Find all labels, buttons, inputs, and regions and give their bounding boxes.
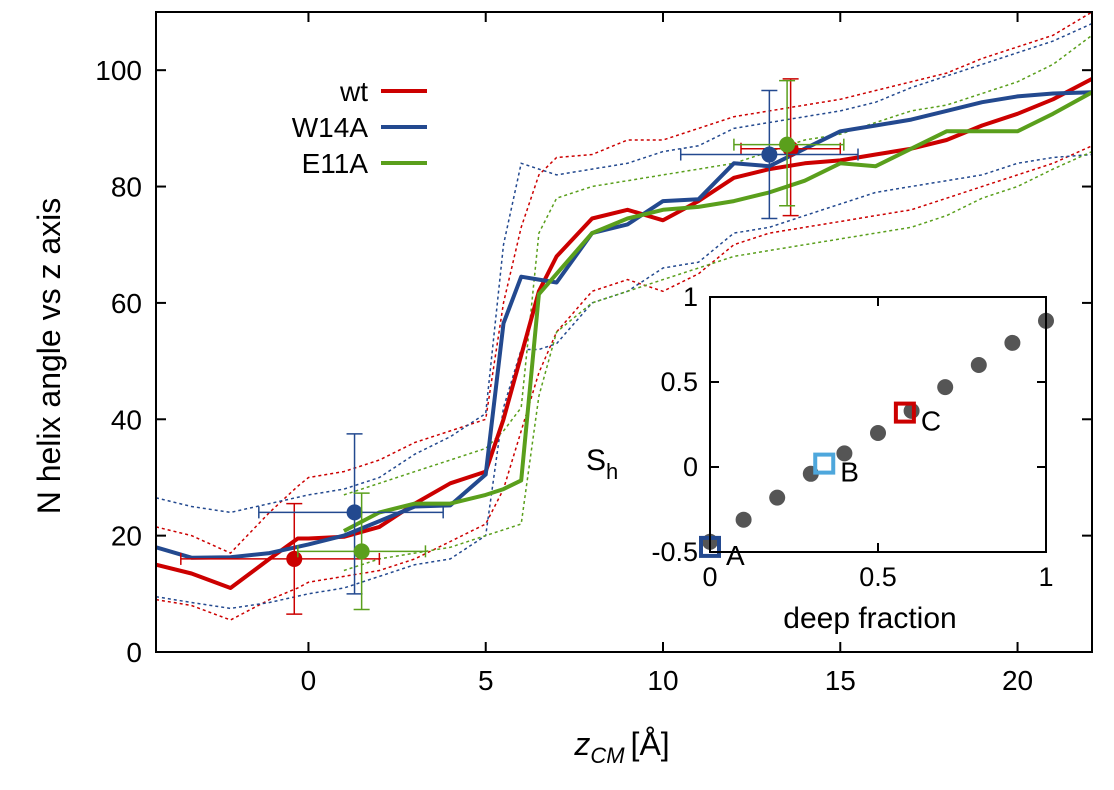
legend-label-wt: wt (339, 76, 368, 107)
ci-lower-wt (156, 145, 1092, 621)
inset-y-axis-title: Sh (586, 444, 618, 484)
y-tick-label: 0 (126, 637, 142, 668)
error-point-w14a (346, 504, 363, 521)
inset-y-tick-label: 1 (683, 282, 698, 312)
inset-point (970, 357, 987, 373)
y-tick-label: 20 (111, 521, 142, 552)
x-tick-label: 10 (647, 665, 678, 696)
y-tick-label: 80 (111, 172, 142, 203)
inset-x-tick-label: 1 (1038, 562, 1053, 592)
inset-x-tick-label: 0.5 (859, 562, 897, 592)
ci-upper-wt (156, 12, 1092, 555)
inset-points: A B C (699, 312, 1054, 571)
inset-x-tick-label: 0 (702, 562, 717, 592)
inset-marker-b (813, 452, 836, 475)
y-tick-label: 60 (111, 288, 142, 319)
inset-label-b: B (840, 457, 859, 488)
x-axis-title-sub: CM (590, 743, 625, 768)
x-axis-title-unit: [Å] (631, 726, 670, 762)
inset-axes: -0.500.510 0.5 1 (651, 282, 1053, 592)
inset-marker-c (893, 401, 916, 424)
x-axis-title: zCM [Å] (573, 726, 669, 768)
inset-y-tick-label: -0.5 (651, 537, 698, 567)
y-tick-label: 40 (111, 404, 142, 435)
legend-label-e11a: E11A (302, 148, 369, 179)
inset-point (1004, 334, 1021, 351)
legend: wt W14A E11A (292, 76, 427, 179)
ci-upper-w14a (156, 22, 1092, 514)
inset-point (769, 489, 786, 506)
x-tick-label: 5 (478, 665, 494, 696)
inset-x-axis-title: deep fraction (783, 602, 956, 635)
confidence-bands (156, 12, 1092, 621)
inset-y-axis-title-main: S (586, 444, 606, 477)
y-axis-title: N helix angle vs z axis (31, 198, 67, 515)
error-point-e11a (779, 136, 796, 153)
inset-y-tick-label: 0.5 (660, 367, 698, 397)
ci-lower-e11a (343, 150, 1092, 572)
inset-label-c: C (921, 406, 941, 437)
x-axis-title-var: z (573, 726, 590, 762)
legend-label-w14a: W14A (292, 112, 369, 143)
inset-point (836, 445, 853, 462)
plot-frame (155, 11, 1093, 653)
x-tick-label: 20 (1002, 665, 1033, 696)
inset-point (937, 379, 954, 396)
inset-point (735, 511, 752, 528)
inset-point (870, 425, 886, 441)
error-point-wt (286, 550, 303, 567)
error-point-w14a (761, 146, 778, 163)
inset-y-axis-title-sub: h (606, 459, 618, 484)
inset-background (710, 297, 1046, 552)
error-bars (180, 78, 859, 615)
ci-lower-w14a (156, 153, 1092, 610)
series-lines (156, 77, 1092, 590)
series-line-e11a (342, 90, 1092, 533)
inset-label-a: A (726, 540, 745, 571)
x-tick-label: 15 (825, 665, 856, 696)
error-point-e11a (353, 543, 370, 560)
x-tick-label: 0 (301, 665, 317, 696)
inset-y-tick-label: 0 (683, 452, 698, 482)
y-tick-label: 100 (95, 55, 142, 86)
inset-chart: ABC -0.500.510 0.5 1 deep fraction Sh (586, 282, 1054, 635)
